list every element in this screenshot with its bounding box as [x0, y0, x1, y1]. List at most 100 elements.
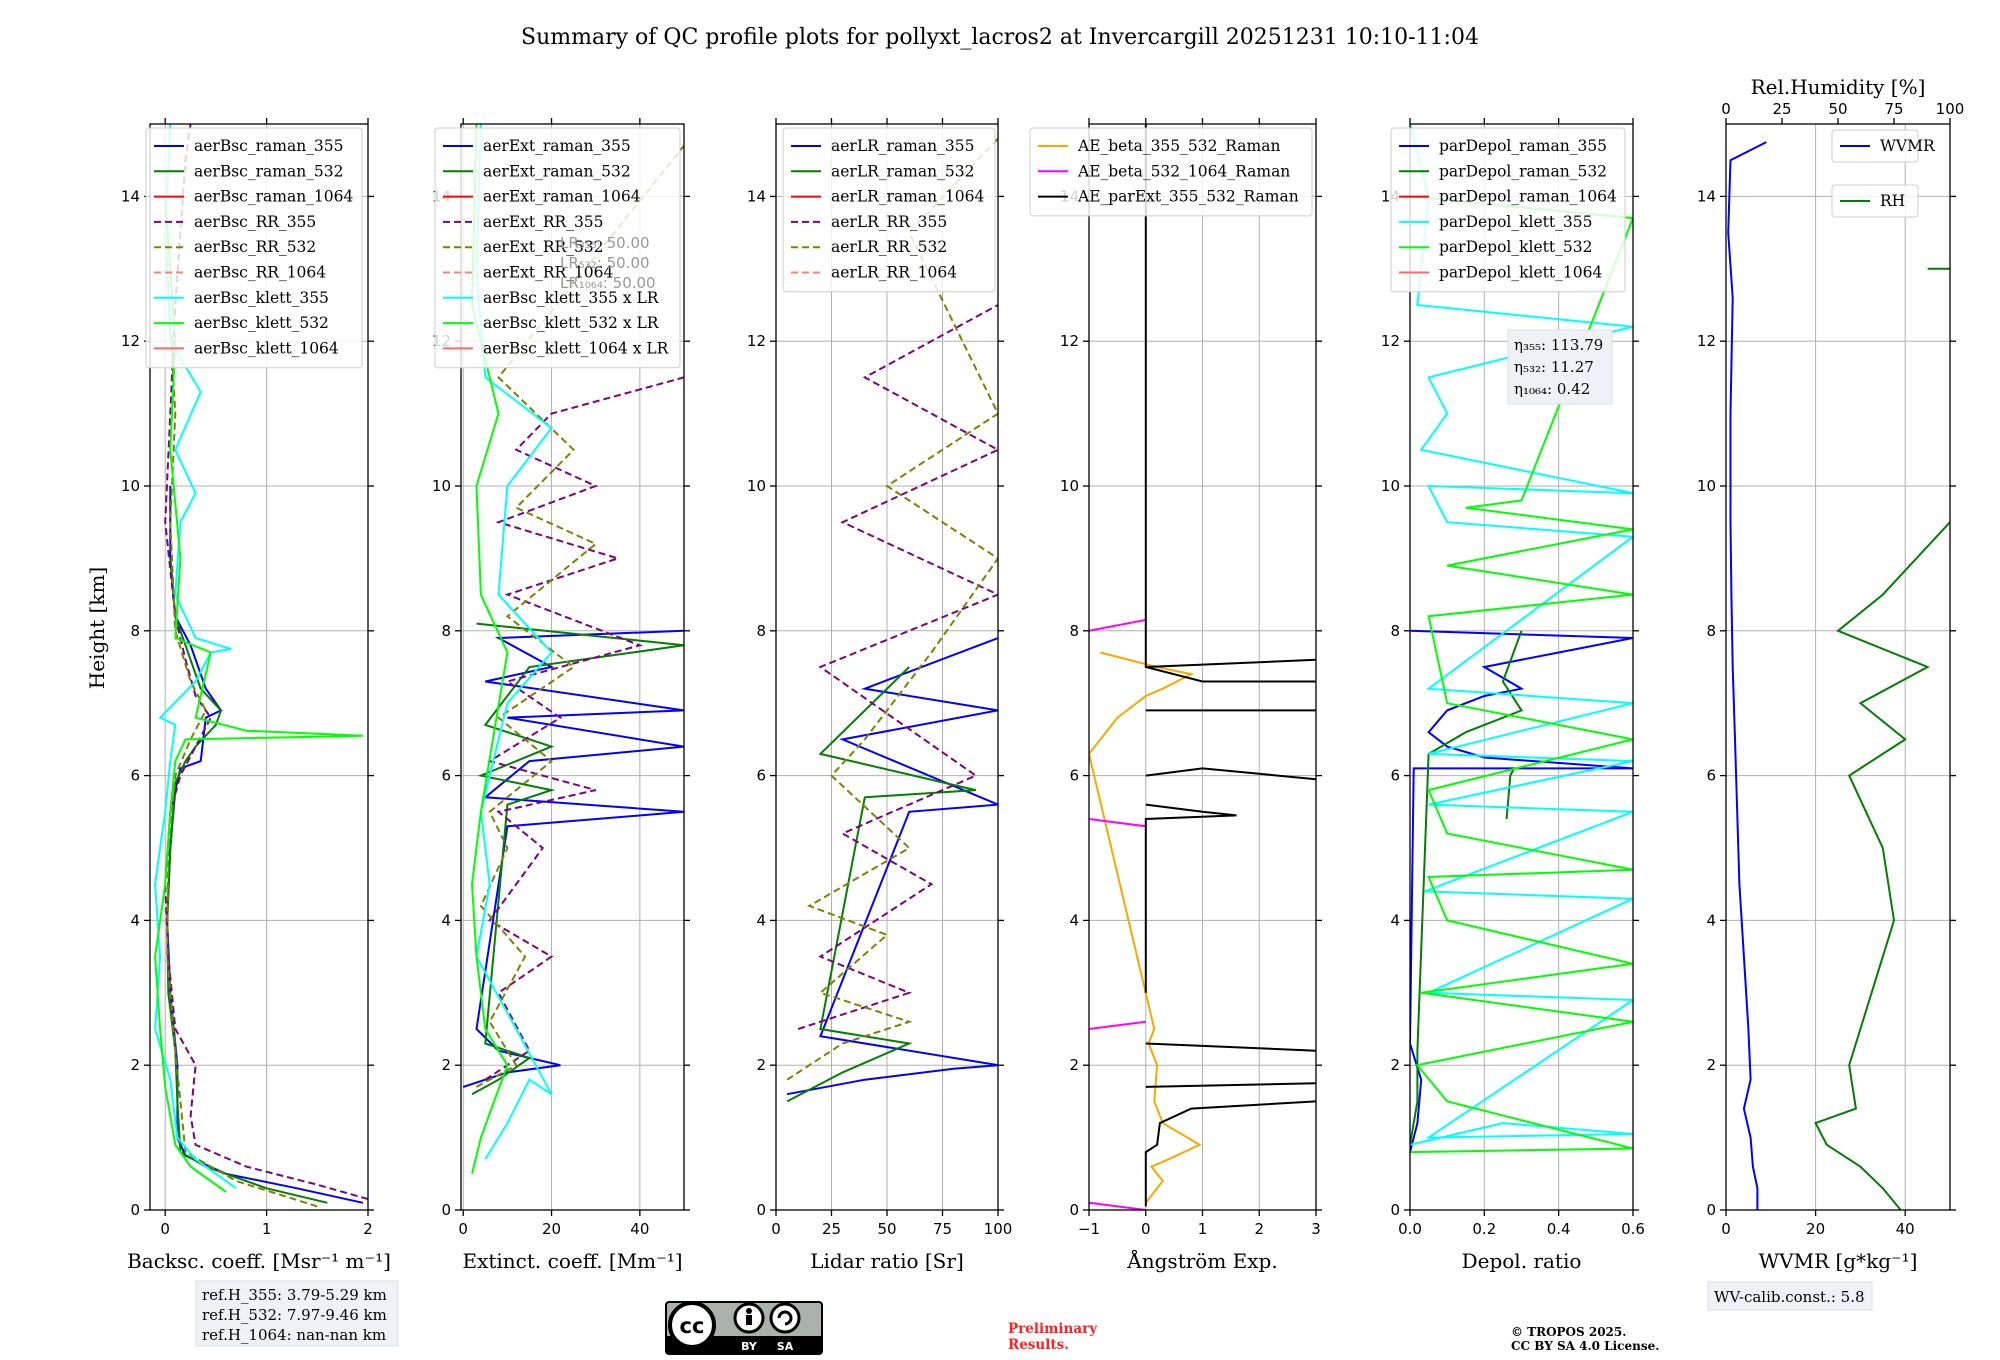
x-tick-label: 40 — [630, 1220, 649, 1238]
x-tick-label: −1 — [1078, 1220, 1100, 1238]
legend-box — [1390, 127, 1626, 293]
y-tick-label: 10 — [121, 477, 140, 495]
y-tick-label: 10 — [1060, 477, 1079, 495]
ref-height-355: ref.H_355: 3.79-5.29 km — [202, 1286, 387, 1304]
legend-label: aerBsc_klett_355 — [194, 289, 329, 307]
eta-label: η₅₃₂: 11.27 — [1514, 358, 1594, 376]
y-tick-label: 6 — [130, 767, 140, 785]
x-tick-label: 0.4 — [1547, 1220, 1571, 1238]
y-tick-label: 2 — [1069, 1056, 1079, 1074]
legend-label: AE_parExt_355_532_Raman — [1077, 188, 1299, 206]
y-tick-label: 8 — [441, 622, 451, 640]
x2-axis-label: Rel.Humidity [%] — [1751, 75, 1926, 99]
series-line-aerlr-rr-532 — [786, 137, 998, 1081]
y-tick-label: 4 — [130, 911, 140, 929]
license-by-label: BY — [741, 1340, 758, 1353]
y-tick-label: 8 — [1390, 622, 1400, 640]
panel-extinction: 0204002468101214Extinct. coeff. [Mm⁻¹]ae… — [432, 118, 690, 1273]
x-axis-label: Extinct. coeff. [Mm⁻¹] — [462, 1249, 682, 1273]
legend-label: aerExt_raman_1064 — [483, 188, 641, 206]
x-tick-label: 0 — [1721, 1220, 1731, 1238]
y-tick-label: 10 — [1697, 477, 1716, 495]
series-line-aerbsc-klett-355 — [154, 124, 237, 1190]
legend-label: parDepol_klett_355 — [1439, 213, 1592, 231]
series-line-pardepol-raman-355 — [1410, 629, 1633, 1153]
legend-label: parDepol_raman_1064 — [1439, 188, 1617, 206]
legend-label: AE_beta_532_1064_Raman — [1077, 162, 1290, 180]
legend-box — [782, 127, 996, 293]
y-tick-label: 10 — [1381, 477, 1400, 495]
y-tick-label: 6 — [1390, 767, 1400, 785]
x2-tick-label: 75 — [1884, 100, 1903, 118]
axes-frame — [149, 123, 369, 1211]
legend-label: aerBsc_raman_1064 — [194, 188, 354, 206]
ref-height-1064: ref.H_1064: nan-nan km — [202, 1326, 386, 1344]
series-line-aerbsc-rr-532 — [164, 232, 318, 1208]
x-axis-label: Depol. ratio — [1462, 1249, 1582, 1273]
panel-lidar_ratio: 0 25 50 75 100 0 2 4 6 8 10 12 14 Lidar ratio [Sr] aer… — [747, 118, 1012, 1273]
y-tick-label: 14 — [747, 187, 766, 205]
panel-angstrom: −1012302468101214Ångström Exp.AE_beta_35… — [1029, 118, 1322, 1273]
y-tick-label: 6 — [1069, 767, 1079, 785]
series-line-aerbsc-raman-355 — [166, 486, 364, 1204]
legend-label: aerBsc_klett_532 — [194, 314, 329, 332]
legend: aerBsc_raman_355 aerBsc_raman_532 aerBsc_r… — [145, 127, 363, 369]
series-line-aerbsc-raman-532 — [166, 558, 328, 1204]
y-tick-label: 12 — [1381, 332, 1400, 350]
x-tick-label: 0 — [160, 1220, 170, 1238]
x-tick-label: 40 — [1896, 1220, 1915, 1238]
legend-label: parDepol_klett_532 — [1439, 238, 1592, 256]
y-tick-label: 4 — [1706, 911, 1716, 929]
legend-label: aerBsc_raman_355 — [194, 137, 344, 155]
y-tick-label: 10 — [747, 477, 766, 495]
x-tick-label: 3 — [1311, 1220, 1321, 1238]
lr-label: LR₅₃₂: 50.00 — [560, 254, 650, 272]
y-tick-label: 8 — [1069, 622, 1079, 640]
y-tick-label: 4 — [1069, 911, 1079, 929]
y-tick-label: 0 — [1706, 1201, 1716, 1219]
y-tick-label: 12 — [121, 332, 140, 350]
series-line-ae-parext-355-532-raman-b — [1145, 1082, 1316, 1088]
wv-calib-text: WV-calib.const.: 5.8 — [1714, 1288, 1865, 1306]
legend-label: aerLR_RR_1064 — [831, 264, 957, 282]
y-tick-label: 12 — [1060, 332, 1079, 350]
series-line-aerlr-rr-355 — [797, 304, 998, 1030]
legend-label: parDepol_raman_532 — [1439, 162, 1607, 180]
x2-tick-label: 50 — [1828, 100, 1847, 118]
x-tick-label: 20 — [1806, 1220, 1825, 1238]
y-tick-label: 2 — [130, 1056, 140, 1074]
series-line-ae-beta-532-1064-raman-b — [1089, 1020, 1146, 1030]
legend-label: aerBsc_raman_532 — [194, 162, 344, 180]
panel-wv: 0 20 40 0 2 4 6 8 10 12 14 0 25 50 75 100 Rel.Humidity [… — [1697, 75, 1964, 1273]
x2-tick-label: 100 — [1936, 100, 1965, 118]
legend-label: aerExt_raman_532 — [483, 162, 631, 180]
x2-tick-label: 0 — [1721, 100, 1731, 118]
wv-calib-box: WV-calib.const.: 5.8 — [1707, 1281, 1873, 1311]
series-line-pardepol-klett-532 — [1410, 195, 1633, 1154]
series-group — [1410, 124, 1633, 1154]
legend-label: aerBsc_klett_355 x LR — [483, 289, 660, 307]
series-line-aerbsc-rr-355 — [164, 124, 368, 1201]
x-tick-label: 75 — [933, 1220, 952, 1238]
legend-label: aerBsc_klett_1064 — [194, 339, 339, 357]
legend-box — [145, 127, 363, 369]
x-tick-label: 20 — [542, 1220, 561, 1238]
y-tick-label: 0 — [756, 1201, 766, 1219]
series-line-ae-parext-355-532-raman-c — [1145, 1042, 1316, 1052]
x-tick-label: 0 — [1141, 1220, 1151, 1238]
ref-heights-box: ref.H_355: 3.79-5.29 km ref.H_532: 7.97-… — [195, 1280, 399, 1347]
series-group — [154, 124, 368, 1208]
svg-text:cc: cc — [680, 1314, 705, 1338]
y-tick-label: 2 — [1390, 1056, 1400, 1074]
legend-label: aerLR_RR_355 — [831, 213, 947, 231]
legend-label: aerBsc_RR_1064 — [194, 264, 326, 282]
series-line-aerext-rr-532 — [476, 145, 684, 1088]
legend-label: WVMR — [1880, 137, 1936, 155]
y-axis-label: Height [km] — [85, 567, 109, 689]
legend: aerLR_raman_355 aerLR_raman_532 aerLR_rama… — [782, 127, 996, 293]
x-axis-label: WVMR [g*kg⁻¹] — [1759, 1249, 1918, 1273]
copyright-line2: CC BY SA 4.0 License. — [1511, 1339, 1659, 1353]
series-group — [786, 137, 998, 1103]
